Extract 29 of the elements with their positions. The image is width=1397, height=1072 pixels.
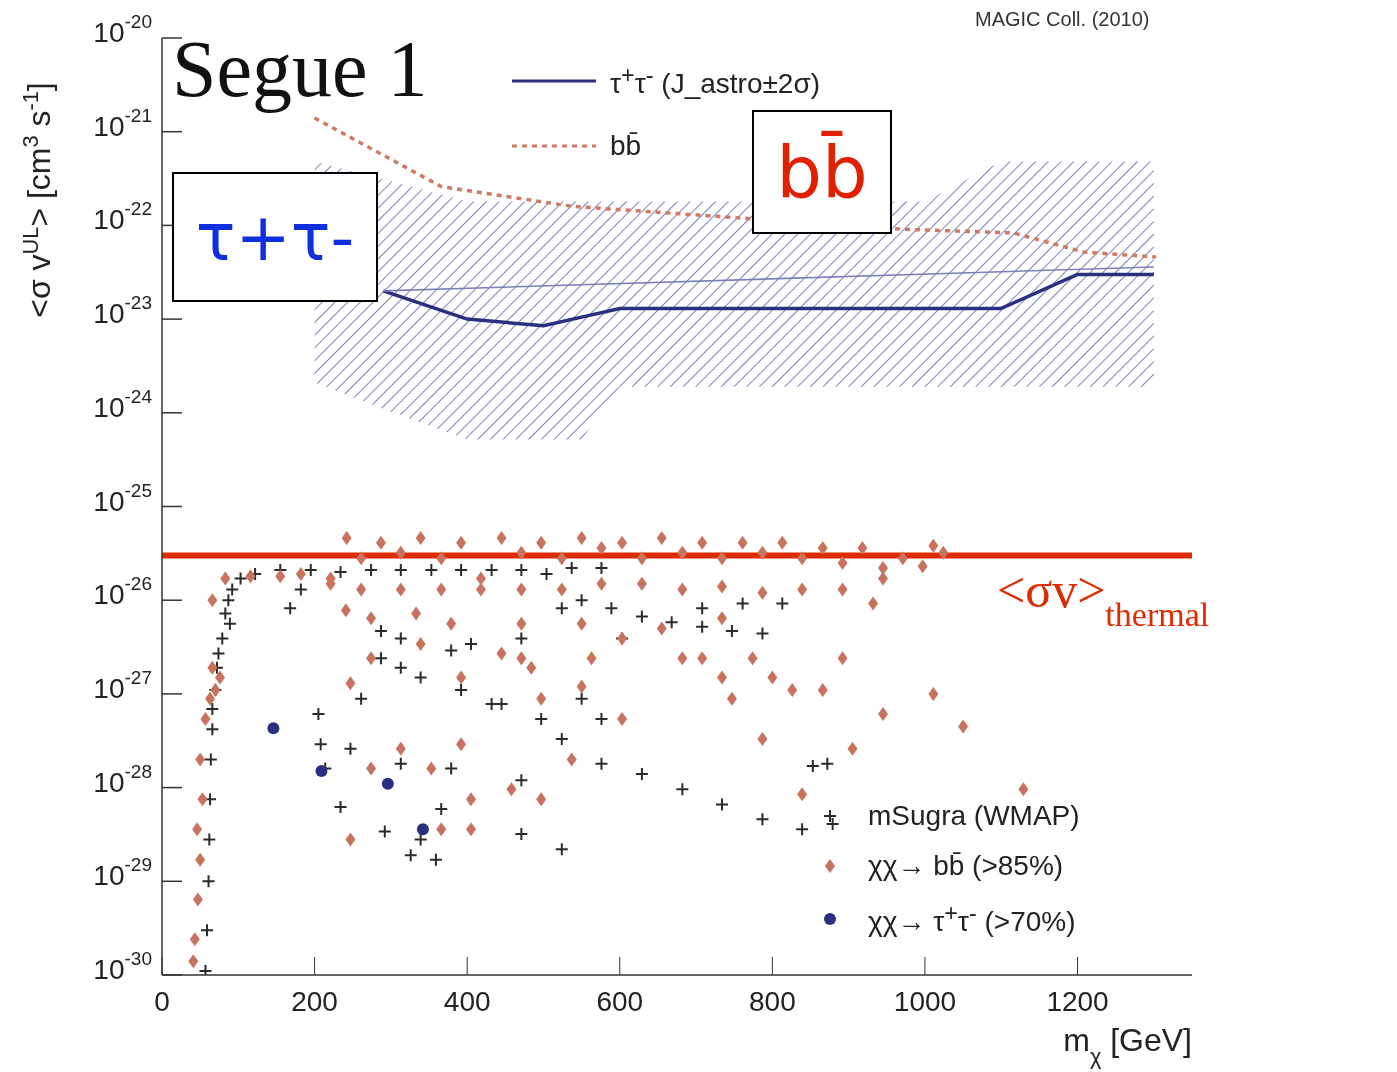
y-tick-label: 10$^{-30}$ [93,948,152,985]
annotation: τ+τ- [172,172,378,302]
y-tick-label: 10$^{-27}$ [93,666,152,704]
y-tick-label: 10$^{-28}$ [93,760,152,798]
x-tick-label: 0 [154,986,170,1017]
y-tick-label: 10$^{-21}$ [93,104,152,142]
legend-label: χχ→ τ$^{+}$τ$^{-}$ (>70%) [868,900,1076,939]
y-tick-label: 10$^{-23}$ [93,292,152,329]
x-tick-label: 1200 [1046,986,1109,1017]
legend-label: mSugra (WMAP) [868,800,1080,832]
y-tick-label: 10$^{-29}$ [93,854,152,891]
x-axis-title: m$_{χ}$ [GeV] [1063,1022,1192,1069]
x-tick-label: 800 [749,986,796,1017]
x-tick-label: 400 [443,986,491,1017]
x-tick-label: 1000 [893,986,957,1017]
y-tick-label: 10$^{-26}$ [93,573,152,610]
text: MAGIC Coll. (2010) [975,8,1150,31]
y-tick-label: 10$^{-25}$ [93,479,152,516]
annotation: bb̄ [752,110,892,234]
legend-label: bb̄ [610,130,642,163]
y-tick-label: 10$^{-20}$ [93,11,152,48]
legend-label: χχ→ bb̄ (>85%) [868,850,1064,882]
ref-line-label: <σv>$_{thermal}$ [997,562,1210,633]
y-tick-label: 10$^{-22}$ [93,198,152,235]
x-tick-label: 600 [596,986,644,1017]
y-tick-label: 10$^{-24}$ [93,385,153,423]
chart-title: Segue 1 [172,24,428,114]
legend-label: τ$^{+}$τ$^{-}$ (J_astro±2σ) [610,62,820,101]
x-tick-label: 200 [291,986,338,1017]
